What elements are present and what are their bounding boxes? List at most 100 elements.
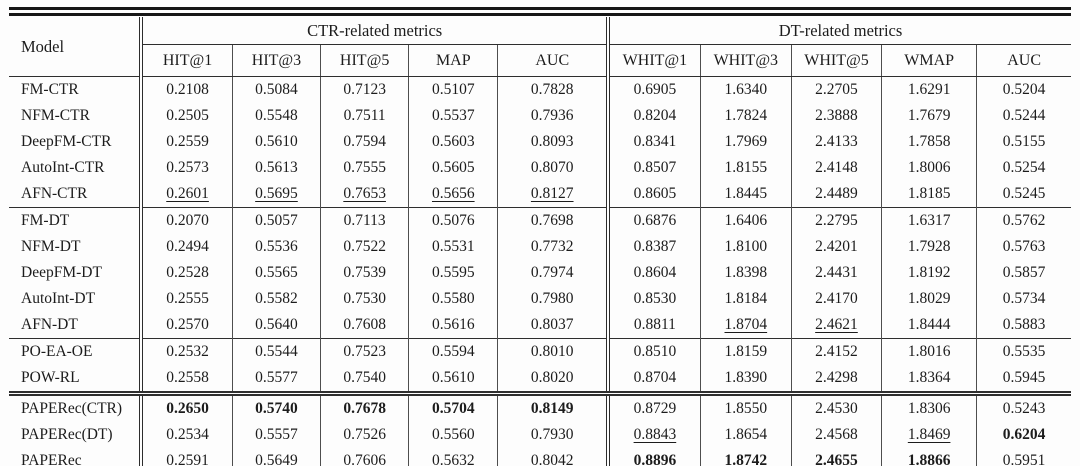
metric-value: 0.5577: [255, 369, 298, 386]
metric-cell: 0.5531: [408, 234, 498, 260]
metric-cell: 0.2559: [139, 129, 233, 155]
metric-cell: 2.4530: [790, 391, 882, 422]
metric-value: 0.5244: [1002, 107, 1046, 124]
metric-value: 1.8192: [907, 264, 951, 281]
metric-cell: 2.2705: [790, 76, 882, 103]
metric-value: 2.4655: [815, 452, 858, 466]
metric-value: 0.8204: [633, 107, 677, 124]
metric-value: 0.5537: [431, 107, 475, 124]
model-name: NFM-DT: [21, 238, 81, 255]
metric-value: 1.8100: [724, 238, 768, 255]
metric-value: 0.7540: [343, 369, 386, 386]
metric-cell: 0.7511: [320, 103, 409, 129]
metric-cell: 1.8550: [699, 391, 792, 422]
metric-cell: 0.5594: [408, 338, 498, 365]
metric-value: 0.5605: [431, 159, 475, 176]
metric-value: 0.2528: [166, 264, 209, 281]
metric-cell: 0.2591: [139, 448, 233, 466]
metric-value: 0.5603: [431, 133, 475, 150]
metric-cell: 0.5548: [231, 103, 321, 129]
metric-cell: 0.5945: [976, 365, 1071, 394]
metric-cell: 0.8704: [606, 365, 701, 394]
metric-cell: 0.2494: [139, 234, 233, 260]
metric-cell: 1.8185: [881, 181, 977, 208]
model-name: FM-CTR: [21, 81, 79, 98]
metric-value: 1.7969: [724, 133, 768, 150]
metric-value: 0.5656: [431, 185, 475, 202]
metric-value: 0.7113: [343, 212, 386, 229]
metric-value: 0.8510: [633, 343, 677, 360]
metric-cell: 1.6291: [881, 76, 977, 103]
table-row: PO-EA-OE 0.2532 0.5544 0.7523 0.5594 0.8010 0.…: [9, 338, 1071, 365]
metric-cell: 0.2528: [139, 260, 233, 286]
metric-cell: 2.4170: [790, 286, 882, 312]
metric-cell: 0.5557: [231, 422, 321, 448]
metric-cell: 0.7678: [320, 391, 409, 422]
metric-cell: 1.8444: [881, 312, 977, 339]
metric-value: 0.7653: [343, 185, 386, 202]
metric-cell: 1.8006: [881, 155, 977, 181]
metric-value: 0.5649: [255, 452, 298, 466]
metric-value: 1.8364: [907, 369, 951, 386]
model-name: DeepFM-CTR: [21, 133, 112, 150]
model-name: PAPERec: [21, 452, 82, 466]
metric-cell: 0.8605: [606, 181, 701, 208]
metric-cell: 0.8093: [497, 129, 609, 155]
metric-value: 0.7594: [343, 133, 386, 150]
metric-cell: 0.5536: [231, 234, 321, 260]
metric-value: 0.7123: [343, 81, 386, 98]
metric-cell: 1.8306: [881, 391, 977, 422]
metric-value: 0.8149: [530, 400, 574, 417]
metric-cell: 0.5883: [976, 312, 1071, 339]
metric-cell: 0.5244: [976, 103, 1071, 129]
metric-cell: 0.7523: [320, 338, 409, 365]
metric-cell: 0.2650: [139, 391, 233, 422]
metric-value: 1.7679: [907, 107, 951, 124]
metric-cell: 1.7969: [699, 129, 792, 155]
metric-cell: 0.5613: [231, 155, 321, 181]
metric-value: 0.2601: [166, 185, 209, 202]
metric-value: 1.7858: [907, 133, 951, 150]
metric-cell: 0.7608: [320, 312, 409, 339]
metric-cell: 0.7594: [320, 129, 409, 155]
metric-value: 0.2532: [166, 343, 209, 360]
metric-value: 2.4133: [815, 133, 858, 150]
metric-cell: 0.8204: [606, 103, 701, 129]
metric-cell: 1.8192: [881, 260, 977, 286]
metric-cell: 0.5632: [408, 448, 498, 466]
model-column-header: Model: [9, 17, 142, 77]
metric-cell: 0.5254: [976, 155, 1071, 181]
metric-value: 0.7828: [530, 81, 574, 98]
column-header-map: MAP: [408, 44, 498, 77]
column-header-wauc: AUC: [976, 44, 1071, 77]
metric-value: 2.4530: [815, 400, 858, 417]
metric-cell: 0.2532: [139, 338, 233, 365]
metric-cell: 0.5610: [231, 129, 321, 155]
column-header-hit5: HIT@5: [320, 44, 409, 77]
metric-cell: 0.7555: [320, 155, 409, 181]
metric-cell: 0.8341: [606, 129, 701, 155]
metric-cell: 0.2558: [139, 365, 233, 394]
metric-value: 0.5616: [431, 316, 475, 333]
metric-cell: 0.2601: [139, 181, 233, 208]
metric-cell: 0.5577: [231, 365, 321, 394]
metric-cell: 0.7732: [497, 234, 609, 260]
metric-cell: 0.5544: [231, 338, 321, 365]
metric-value: 0.7522: [343, 238, 386, 255]
metric-value: 0.5107: [431, 81, 475, 98]
metric-value: 0.2650: [166, 400, 209, 417]
metric-cell: 1.8742: [699, 448, 792, 466]
metric-cell: 0.5204: [976, 76, 1071, 103]
table-row: PAPERec 0.2591 0.5649 0.7606 0.5632 0.8042 0.8…: [9, 448, 1071, 466]
metric-cell: 0.7113: [320, 207, 409, 234]
metric-value: 1.8155: [724, 159, 768, 176]
metric-cell: 1.7824: [699, 103, 792, 129]
metric-value: 1.8445: [724, 185, 768, 202]
model-name: AutoInt-DT: [21, 290, 96, 307]
metric-value: 0.7678: [343, 400, 386, 417]
metric-value: 1.8654: [724, 426, 768, 443]
metric-value: 0.5557: [255, 426, 298, 443]
metric-cell: 2.4489: [790, 181, 882, 208]
metric-value: 0.7732: [530, 238, 574, 255]
metric-value: 0.8093: [530, 133, 574, 150]
